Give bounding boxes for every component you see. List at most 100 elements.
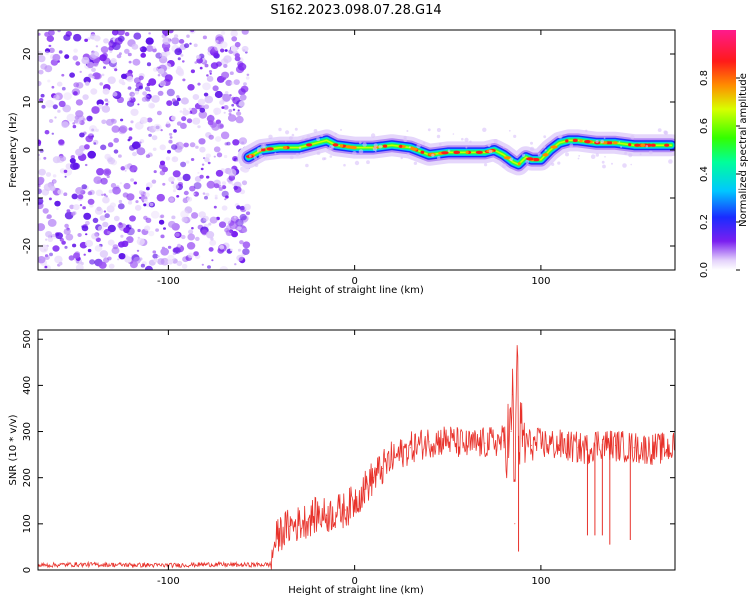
noise-speckle <box>120 118 124 122</box>
noise-speckle <box>223 64 228 68</box>
noise-speckle <box>97 103 104 109</box>
noise-speckle <box>160 80 166 86</box>
noise-speckle <box>177 182 183 187</box>
noise-speckle <box>100 46 109 54</box>
trace-scatter <box>316 137 320 142</box>
noise-speckle <box>127 52 132 57</box>
trace-scatter <box>569 143 574 148</box>
noise-speckle <box>239 240 244 245</box>
noise-speckle <box>176 66 182 71</box>
trace-scatter <box>413 161 418 165</box>
noise-speckle <box>38 184 41 188</box>
noise-speckle <box>229 71 234 75</box>
noise-speckle <box>117 35 125 42</box>
noise-speckle <box>227 168 237 177</box>
noise-speckle <box>238 88 246 96</box>
noise-speckle <box>151 179 157 184</box>
noise-speckle <box>176 97 181 102</box>
noise-speckle <box>45 231 53 238</box>
snr-point <box>326 515 328 516</box>
noise-speckle <box>101 193 104 196</box>
noise-speckle <box>192 192 196 196</box>
heatmap-x-tick-label: -100 <box>157 276 180 287</box>
noise-speckle <box>223 105 229 110</box>
noise-speckle <box>129 215 136 222</box>
trace-scatter <box>595 139 599 144</box>
snr-point <box>335 511 337 513</box>
noise-speckle <box>53 180 57 183</box>
noise-speckle <box>233 216 237 219</box>
noise-speckle <box>221 71 230 79</box>
noise-speckle <box>219 185 223 188</box>
trace-scatter <box>373 143 378 148</box>
trace-scatter <box>657 128 662 133</box>
noise-speckle <box>136 147 146 156</box>
noise-speckle <box>199 107 206 113</box>
noise-speckle <box>243 82 247 86</box>
trace-scatter <box>416 143 421 149</box>
noise-speckle <box>123 182 131 190</box>
trace-scatter <box>530 141 533 145</box>
snr-x-axis-label: Height of straight line (km) <box>288 585 424 596</box>
noise-speckle <box>171 156 179 163</box>
noise-speckle <box>209 72 212 75</box>
noise-speckle <box>177 70 185 77</box>
noise-speckle <box>215 119 222 125</box>
noise-speckle <box>123 227 130 234</box>
noise-speckle <box>169 136 173 139</box>
noise-speckle <box>238 137 248 145</box>
noise-speckle <box>150 210 160 219</box>
trace-scatter <box>603 137 606 140</box>
noise-speckle <box>231 183 234 186</box>
noise-speckle <box>132 58 141 66</box>
noise-speckle <box>113 149 119 154</box>
noise-speckle <box>233 79 240 85</box>
trace-scatter <box>590 154 596 159</box>
noise-speckle <box>89 259 96 265</box>
trace-scatter <box>358 141 362 145</box>
noise-speckle <box>135 121 144 130</box>
noise-speckle <box>38 80 42 87</box>
noise-speckle <box>102 221 109 228</box>
heatmap-y-tick-label: -10 <box>22 190 33 206</box>
noise-speckle <box>198 138 206 145</box>
trace-scatter <box>258 153 263 158</box>
noise-speckle <box>44 265 48 269</box>
noise-speckle <box>129 224 132 228</box>
noise-speckle <box>140 116 148 124</box>
noise-speckle <box>127 87 131 90</box>
snr-point <box>288 525 290 527</box>
trace-scatter <box>427 128 431 132</box>
noise-speckle <box>56 81 63 87</box>
noise-speckle <box>94 72 102 80</box>
noise-speckle <box>234 53 240 58</box>
heatmap-y-axis-label: Frequency (Hz) <box>8 112 19 188</box>
noise-speckle <box>118 154 122 158</box>
noise-speckle <box>82 118 86 121</box>
snr-point <box>510 431 512 432</box>
noise-speckle <box>39 148 44 153</box>
noise-speckle <box>146 62 152 67</box>
noise-speckle <box>82 206 86 210</box>
noise-speckle <box>108 263 115 269</box>
noise-speckle <box>177 243 181 248</box>
trace-hotspot <box>573 138 578 142</box>
noise-speckle <box>73 82 80 88</box>
trace-scatter <box>663 130 668 135</box>
noise-speckle <box>120 166 126 171</box>
noise-speckle <box>61 240 66 245</box>
noise-speckle <box>245 211 251 216</box>
noise-speckle <box>187 84 195 91</box>
noise-speckle <box>68 255 75 261</box>
noise-speckle <box>221 181 227 186</box>
noise-speckle <box>236 111 242 116</box>
trace-hotspot <box>543 153 548 157</box>
noise-speckle <box>193 43 198 48</box>
noise-speckle <box>103 168 112 176</box>
noise-speckle <box>214 90 223 99</box>
noise-speckle <box>146 117 153 123</box>
trace-scatter <box>322 157 326 161</box>
noise-speckle <box>198 110 208 119</box>
trace-scatter <box>595 153 599 157</box>
snr-point <box>521 438 523 439</box>
